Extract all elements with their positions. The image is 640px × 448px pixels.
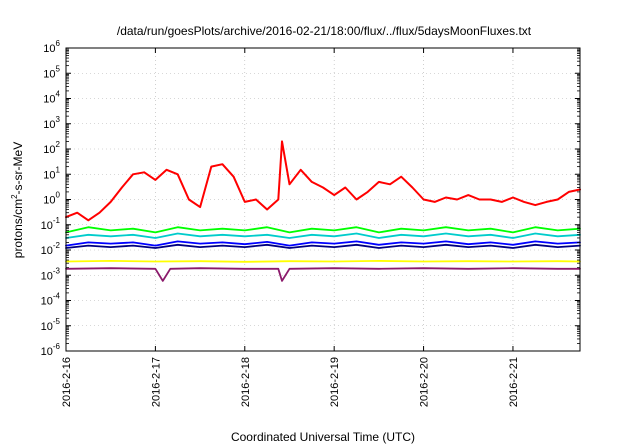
grid <box>66 48 580 351</box>
x-tick-label: 2016-2-18 <box>240 357 252 407</box>
series-line-1 <box>65 140 581 222</box>
x-tick-label: 2016-2-17 <box>150 357 162 407</box>
y-axis-label-pre: protons/cm <box>11 199 25 258</box>
y-tick-label: 105 <box>43 64 60 80</box>
series-line-2 <box>65 226 581 234</box>
y-tick-label: 104 <box>43 90 60 106</box>
y-axis: 10-6 10-5 10-4 10-3 10-2 10-1 100 101 102 103 104 1… <box>41 39 580 358</box>
y-tick-label: 10-1 <box>41 216 61 232</box>
y-axis-label: protons/cm2-s-sr-MeV <box>10 142 25 258</box>
y-tick-label: 10-3 <box>41 266 61 282</box>
y-tick-label: 10-5 <box>41 317 61 333</box>
y-axis-label-sup: 2 <box>10 194 19 199</box>
y-tick-label: 101 <box>43 165 60 181</box>
series-line-6 <box>65 259 581 263</box>
x-tick-label: 2016-2-19 <box>329 357 341 407</box>
series-line-7 <box>65 267 581 282</box>
chart-title: /data/run/goesPlots/archive/2016-02-21/1… <box>117 24 532 38</box>
y-tick-label: 10-2 <box>41 241 61 257</box>
y-tick-label: 102 <box>43 140 60 156</box>
x-tick-label: 2016-2-21 <box>508 357 520 407</box>
x-axis: 2016-2-16 2016-2-17 2016-2-18 2016-2-19 2016… <box>61 48 520 407</box>
x-tick-label: 2016-2-20 <box>419 357 431 407</box>
series-line-5 <box>65 243 581 249</box>
y-tick-label: 103 <box>43 115 60 131</box>
y-tick-label: 100 <box>43 191 60 207</box>
y-axis-label-post: -s-sr-MeV <box>11 142 25 195</box>
y-tick-label: 10-6 <box>41 342 61 358</box>
x-tick-label: 2016-2-16 <box>61 357 73 407</box>
series-line-4 <box>65 240 581 247</box>
y-tick-label: 106 <box>43 39 60 55</box>
series-layer <box>65 140 581 282</box>
y-tick-label: 10-4 <box>41 292 61 308</box>
series-line-3 <box>65 232 581 239</box>
x-axis-label: Coordinated Universal Time (UTC) <box>231 430 415 444</box>
